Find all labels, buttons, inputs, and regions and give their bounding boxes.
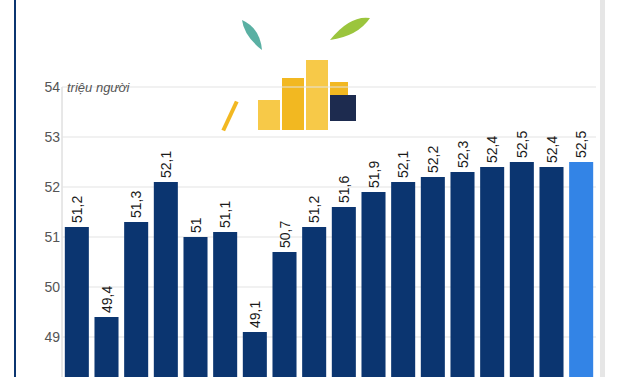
data-label: 51 xyxy=(188,217,204,233)
illustration xyxy=(221,18,370,132)
data-label: 52,1 xyxy=(158,151,174,178)
data-label: 49,1 xyxy=(247,301,263,328)
bar xyxy=(539,167,563,377)
y-tick-label: 52 xyxy=(44,179,60,195)
illustration-leaf xyxy=(330,18,370,40)
bar xyxy=(94,317,118,377)
y-tick-label: 50 xyxy=(44,279,60,295)
data-label: 50,7 xyxy=(277,221,293,248)
bar xyxy=(510,162,534,377)
y-tick-label: 53 xyxy=(44,129,60,145)
bar xyxy=(332,207,356,377)
frame-left xyxy=(14,0,16,377)
illustration-block xyxy=(306,60,328,130)
data-label: 52,5 xyxy=(514,131,530,158)
y-tick-label: 54 xyxy=(44,79,60,95)
data-label: 52,1 xyxy=(395,151,411,178)
illustration-ladder xyxy=(221,101,238,132)
data-label: 52,4 xyxy=(544,136,560,163)
chart-svg: 495051525354triệu người51,249,451,352,15… xyxy=(0,0,617,377)
bar xyxy=(124,222,148,377)
bar xyxy=(302,227,326,377)
data-labels: 51,2 49,4 51,3 52,1 51 51,1 49,1 50,7 51,2 51,6 51… xyxy=(69,131,589,328)
illustration-block xyxy=(282,78,304,130)
chart-container: 495051525354triệu người51,249,451,352,15… xyxy=(0,0,617,377)
illustration-block xyxy=(258,100,280,130)
data-label: 49,4 xyxy=(99,286,115,313)
bar xyxy=(65,227,89,377)
data-label: 51,9 xyxy=(366,161,382,188)
bar xyxy=(272,252,296,377)
data-label: 52,3 xyxy=(455,141,471,168)
data-label: 51,2 xyxy=(69,196,85,223)
data-label: 51,3 xyxy=(128,191,144,218)
bar xyxy=(391,182,415,377)
frame-right xyxy=(600,0,605,377)
bar xyxy=(569,162,593,377)
data-label: 51,6 xyxy=(336,176,352,203)
y-axis-line xyxy=(62,87,63,377)
bars xyxy=(65,162,593,377)
bar xyxy=(421,177,445,377)
illustration-cube xyxy=(330,95,356,121)
data-label: 52,5 xyxy=(573,131,589,158)
bar xyxy=(361,192,385,377)
data-label: 51,2 xyxy=(306,196,322,223)
bar xyxy=(154,182,178,377)
bar xyxy=(480,167,504,377)
bar xyxy=(183,237,207,377)
illustration-leaf xyxy=(242,20,262,50)
y-tick-label: 51 xyxy=(44,229,60,245)
y-tick-label: 49 xyxy=(44,329,60,345)
bar xyxy=(213,232,237,377)
grid-line xyxy=(62,87,596,88)
bar xyxy=(243,332,267,377)
y-axis-label: triệu người xyxy=(67,80,130,95)
data-label: 52,2 xyxy=(425,146,441,173)
bar xyxy=(450,172,474,377)
data-label: 52,4 xyxy=(484,136,500,163)
data-label: 51,1 xyxy=(217,201,233,228)
